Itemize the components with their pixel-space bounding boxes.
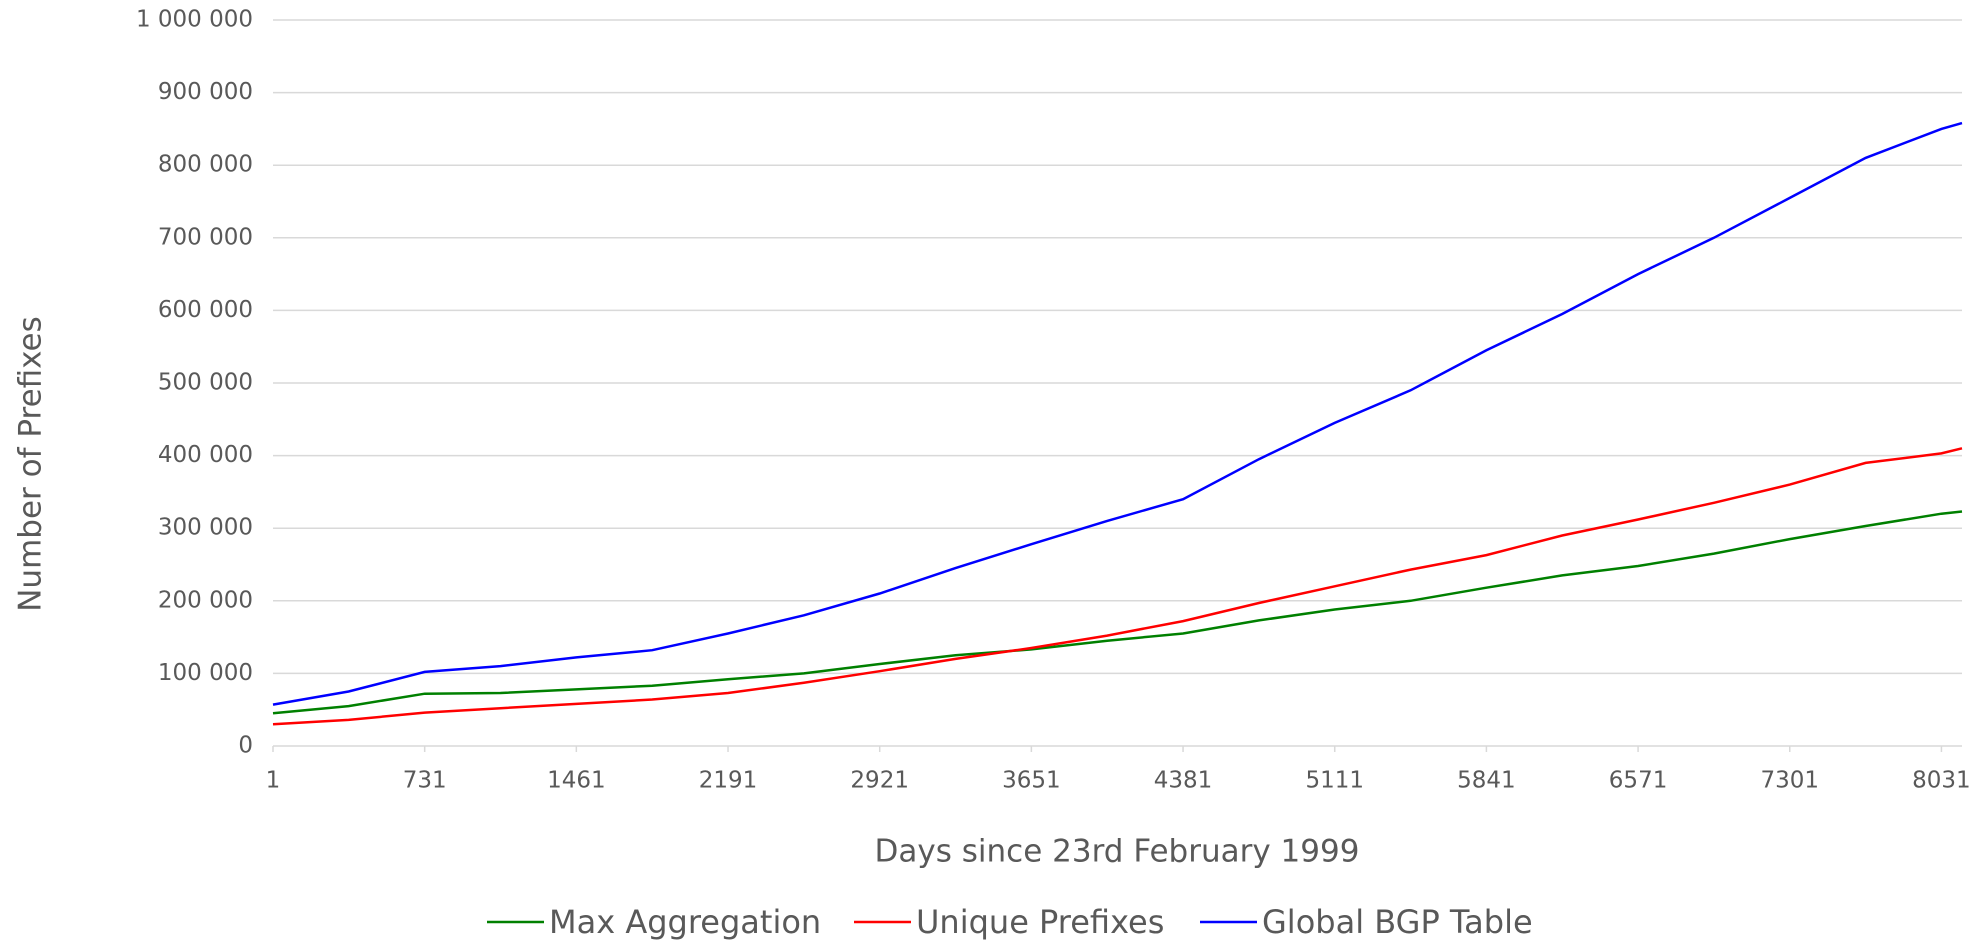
series-line [272, 510, 1963, 715]
legend-label: Unique Prefixes [916, 903, 1164, 941]
x-tick-label: 5111 [1305, 768, 1364, 794]
x-tick-label: 4381 [1154, 768, 1213, 794]
x-tick-label: 7301 [1760, 768, 1819, 794]
y-tick-label: 100 000 [158, 660, 253, 686]
y-tick-label: 800 000 [158, 152, 253, 178]
y-tick-label: 1 000 000 [136, 7, 253, 33]
x-tick-label: 5841 [1457, 768, 1516, 794]
y-tick-label: 900 000 [158, 79, 253, 105]
y-tick-label: 400 000 [158, 442, 253, 468]
x-tick-label: 1461 [547, 768, 606, 794]
x-tick-label: 2921 [850, 768, 909, 794]
x-tick-label: 6571 [1609, 768, 1668, 794]
x-tick-label: 1 [266, 768, 281, 794]
y-tick-label: 0 [238, 733, 253, 759]
y-tick-label: 500 000 [158, 370, 253, 396]
series-line [272, 447, 1963, 726]
legend-label: Max Aggregation [549, 903, 821, 941]
x-tick-label: 2191 [699, 768, 758, 794]
x-tick-label: 8031 [1912, 768, 1971, 794]
series-line [272, 121, 1963, 706]
y-tick-label: 700 000 [158, 224, 253, 250]
y-tick-label: 600 000 [158, 297, 253, 323]
y-tick-label: 300 000 [158, 515, 253, 541]
y-tick-label: 200 000 [158, 587, 253, 613]
x-tick-label: 731 [403, 768, 447, 794]
legend-label: Global BGP Table [1262, 903, 1533, 941]
x-axis-title: Days since 23rd February 1999 [875, 834, 1360, 870]
y-axis-title: Number of Prefixes [13, 316, 49, 612]
x-tick-label: 3651 [1002, 768, 1061, 794]
